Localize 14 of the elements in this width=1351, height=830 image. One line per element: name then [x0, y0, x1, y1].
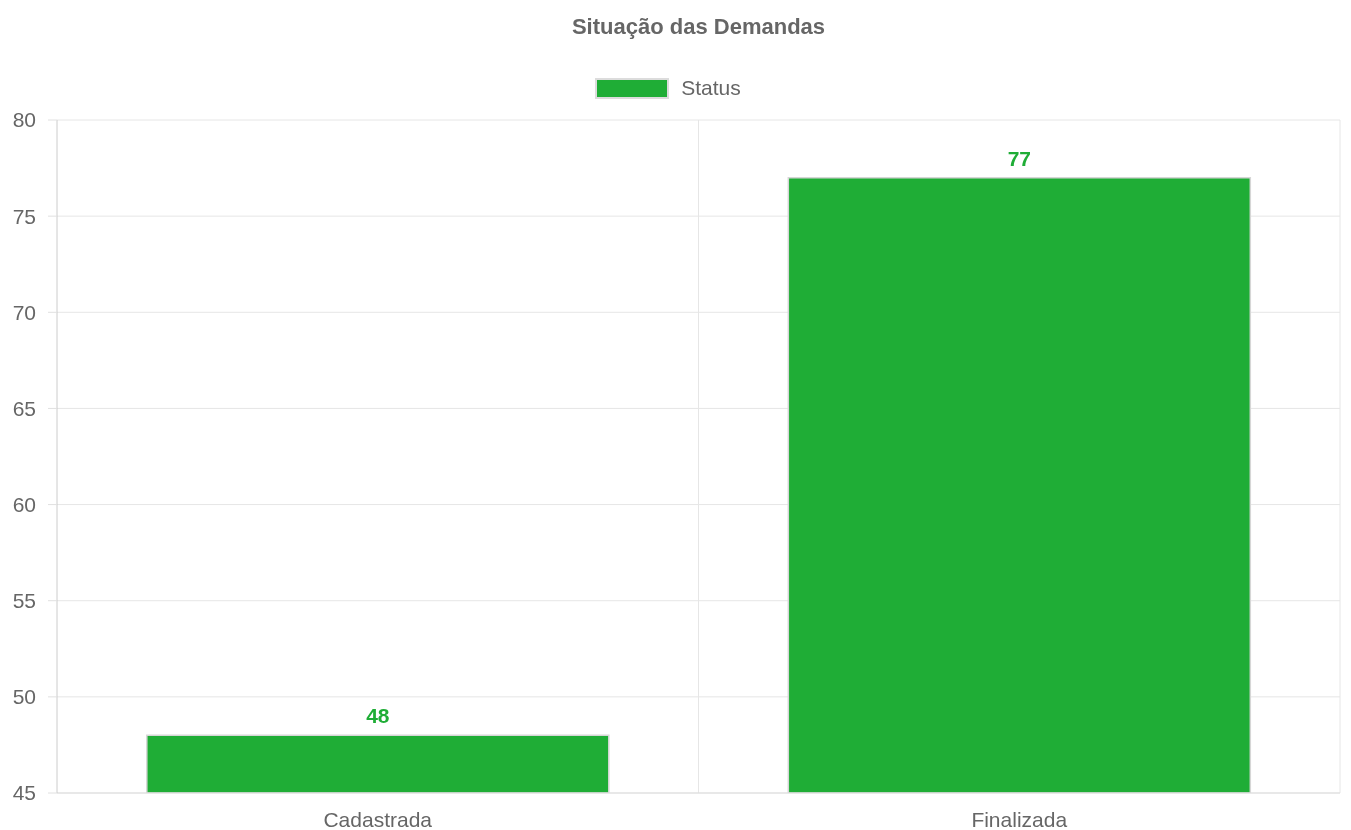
- y-tick-label: 80: [12, 108, 36, 132]
- y-tick-label: 45: [12, 781, 36, 805]
- y-tick-label: 55: [12, 589, 36, 613]
- chart-title: Situação das Demandas: [570, 14, 827, 40]
- y-tick-label: 75: [12, 204, 36, 228]
- data-label: 48: [366, 704, 390, 728]
- y-tick-label: 60: [12, 493, 36, 517]
- legend-label: Status: [681, 76, 741, 100]
- x-tick-label: Cadastrada: [323, 807, 433, 830]
- y-tick-label: 65: [12, 396, 36, 420]
- data-label: 77: [1007, 146, 1031, 170]
- x-tick-label: Finalizada: [971, 807, 1068, 830]
- y-tick-label: 70: [12, 300, 36, 324]
- y-tick-label: 50: [12, 685, 36, 709]
